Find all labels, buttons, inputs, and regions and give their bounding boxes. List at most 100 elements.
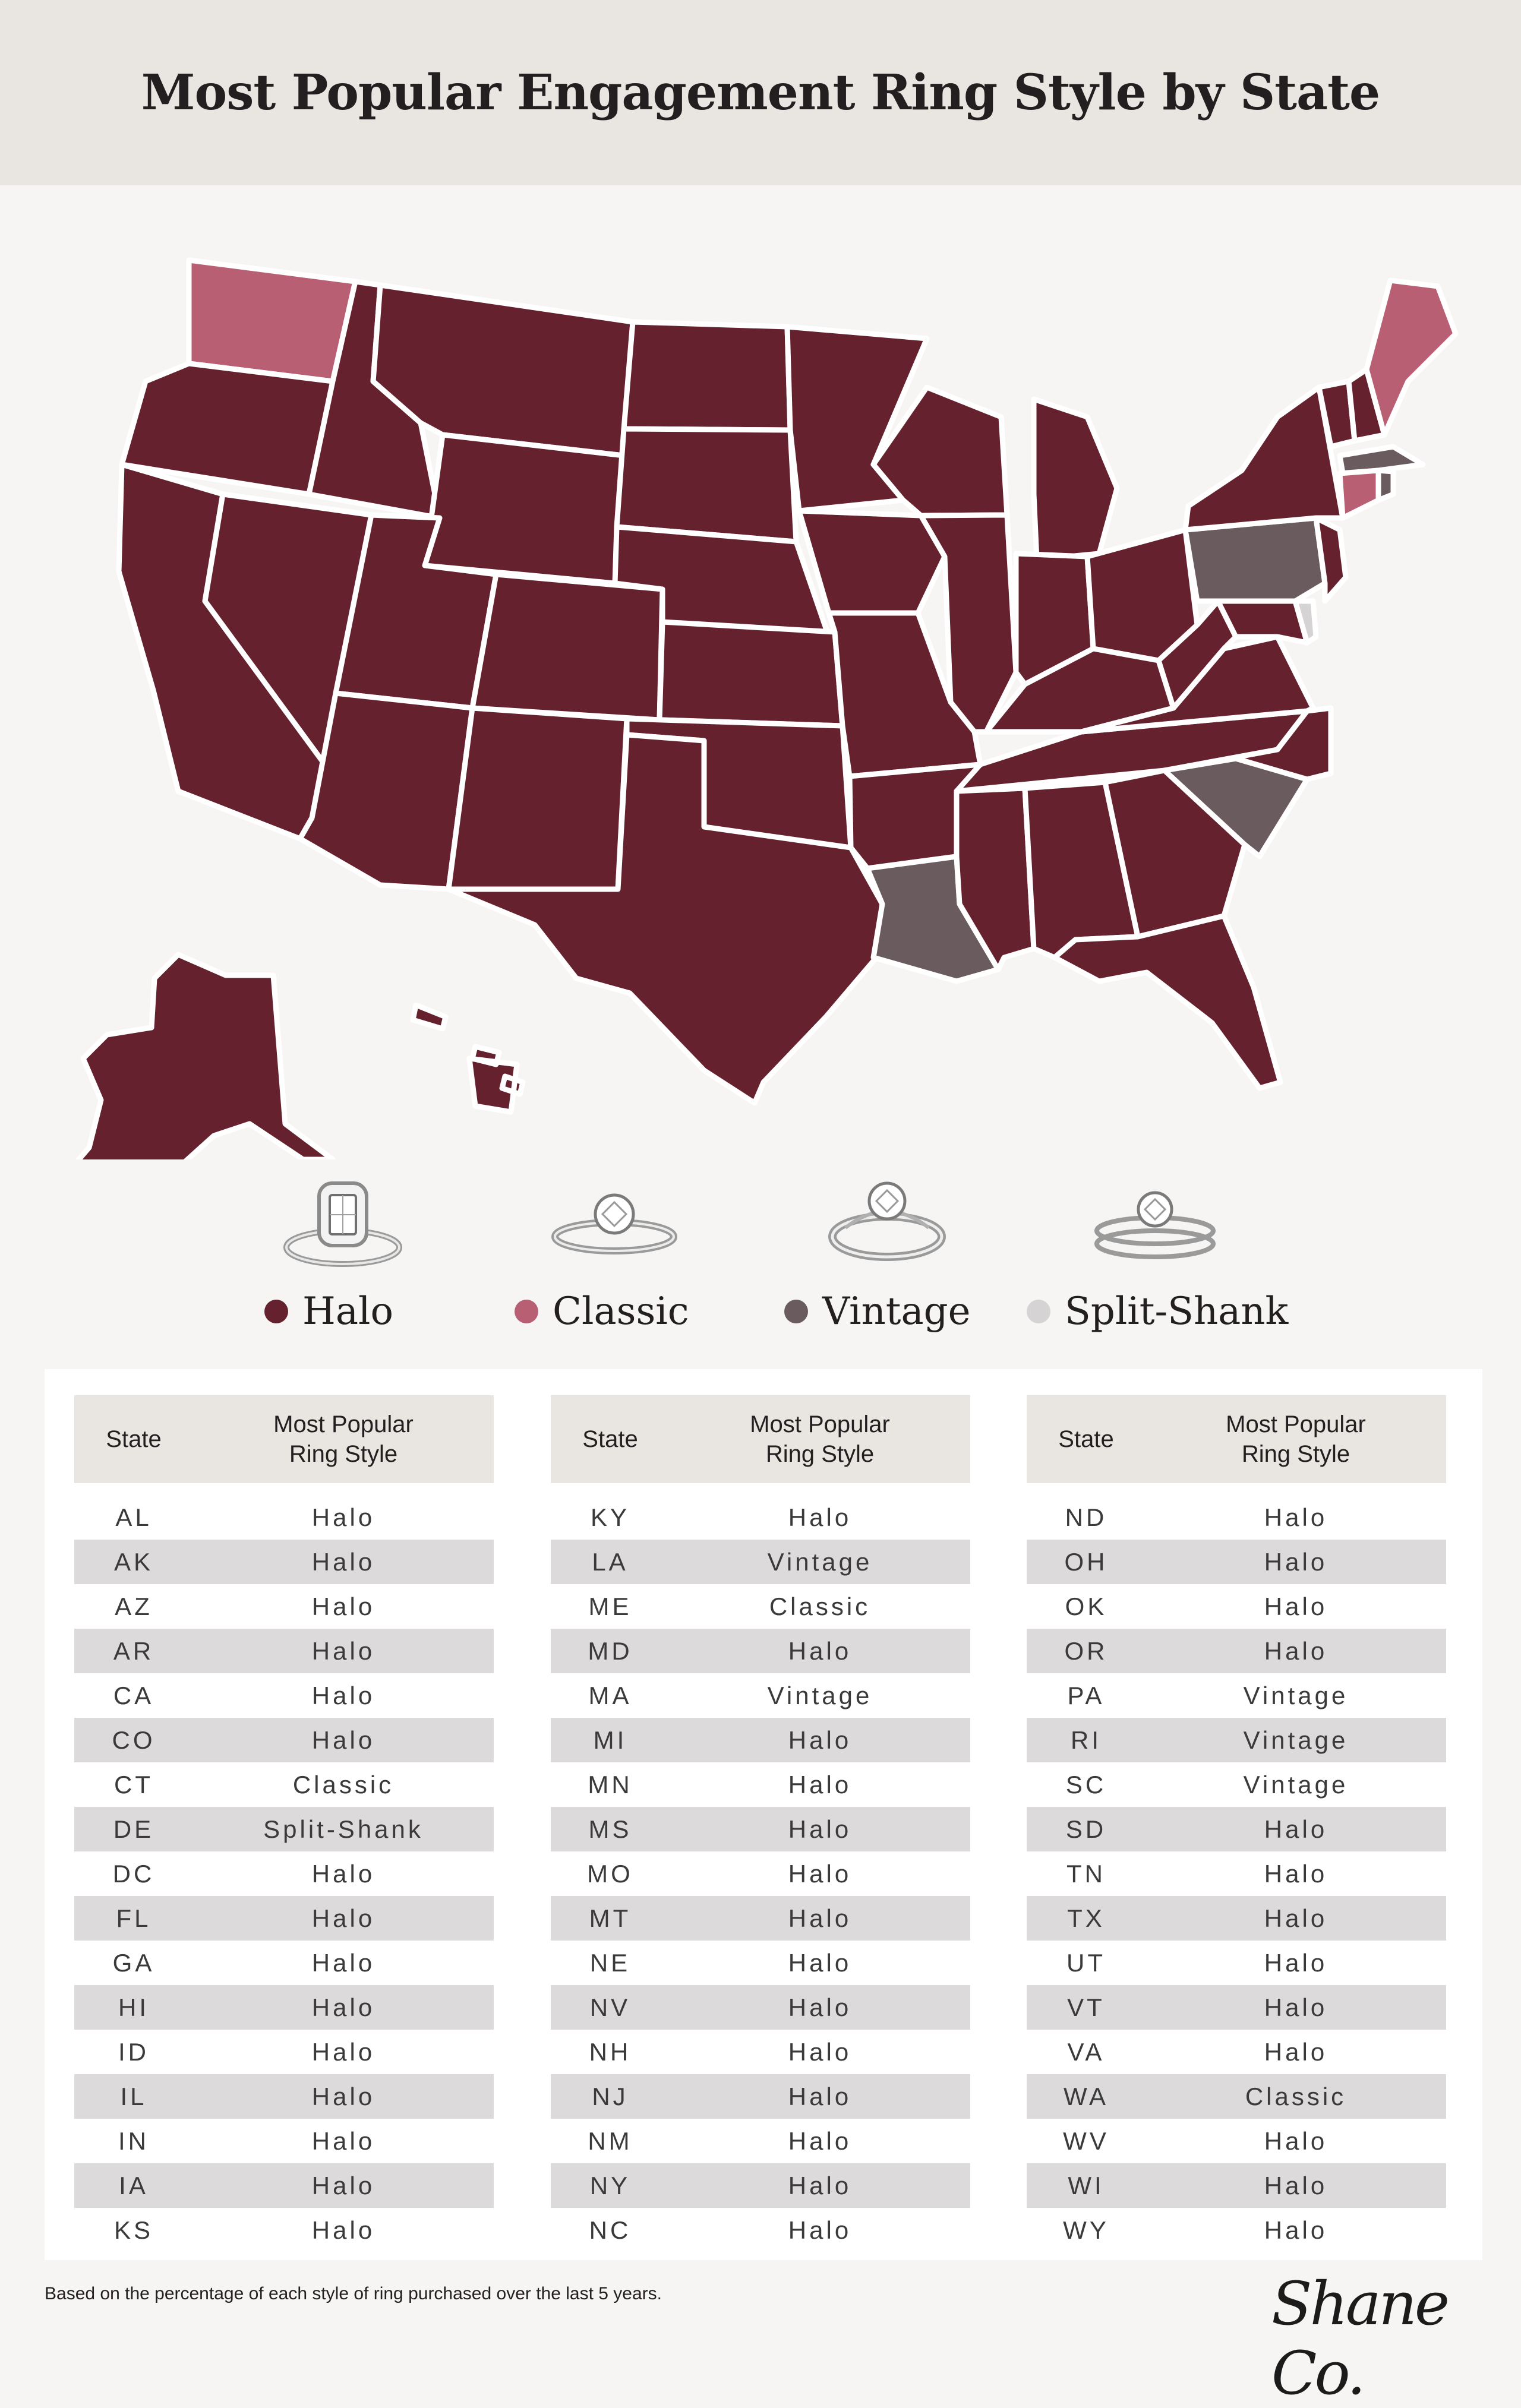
cell-style: Halo bbox=[788, 1636, 852, 1665]
table-row: PA Vintage bbox=[1027, 1673, 1446, 1718]
header-style: Most Popular Ring Style bbox=[670, 1410, 970, 1469]
table-row: OR Halo bbox=[1027, 1629, 1446, 1673]
state-tx bbox=[446, 732, 885, 1106]
cell-state: NV bbox=[589, 1993, 631, 2021]
cell-state: NH bbox=[589, 2037, 632, 2066]
cell-state: WI bbox=[1068, 2171, 1105, 2200]
cell-state: DE bbox=[113, 1815, 154, 1843]
state-table-3: State Most Popular Ring Style ND Halo OH Ha… bbox=[1027, 1395, 1446, 2252]
table-row: MT Halo bbox=[551, 1896, 970, 1941]
cell-style: Halo bbox=[1264, 2216, 1328, 2244]
cell-style: Halo bbox=[788, 1948, 852, 1977]
cell-style: Vintage bbox=[1243, 1726, 1349, 1754]
cell-style: Halo bbox=[1264, 1904, 1328, 1932]
cell-style: Halo bbox=[1264, 1636, 1328, 1665]
table-row: HI Halo bbox=[74, 1985, 494, 2030]
state-nc bbox=[1162, 705, 1334, 782]
header-state: State bbox=[1058, 1426, 1114, 1452]
cell-state: CT bbox=[114, 1770, 153, 1799]
cell-style: Vintage bbox=[767, 1681, 873, 1709]
cell-state: KS bbox=[113, 2216, 154, 2244]
cell-state: VA bbox=[1067, 2037, 1105, 2066]
table-header: State Most Popular Ring Style bbox=[1027, 1395, 1446, 1483]
cell-state: ID bbox=[118, 2037, 149, 2066]
cell-style: Halo bbox=[788, 2082, 852, 2110]
cell-state: MA bbox=[588, 1681, 632, 1709]
table-row: NV Halo bbox=[551, 1985, 970, 2030]
shane-co-logo: Shane Co. bbox=[1271, 2269, 1450, 2408]
cell-style: Halo bbox=[1264, 1815, 1328, 1843]
table-row: MO Halo bbox=[551, 1851, 970, 1896]
cell-state: LA bbox=[592, 1547, 629, 1576]
state-ny bbox=[1182, 384, 1346, 533]
cell-style: Halo bbox=[311, 1993, 375, 2021]
cell-state: NJ bbox=[592, 2082, 629, 2110]
cell-style: Halo bbox=[788, 1726, 852, 1754]
cell-state: IL bbox=[120, 2082, 147, 2110]
table-row: NE Halo bbox=[551, 1941, 970, 1985]
cell-style: Halo bbox=[788, 1770, 852, 1799]
state-sd bbox=[614, 426, 799, 545]
cell-state: AL bbox=[115, 1503, 152, 1531]
table-row: AK Halo bbox=[74, 1540, 494, 1584]
vintage-swatch bbox=[784, 1300, 808, 1323]
table-row: VT Halo bbox=[1027, 1985, 1446, 2030]
table-row: NJ Halo bbox=[551, 2074, 970, 2119]
state-table-1: State Most Popular Ring Style AL Halo AK Ha… bbox=[74, 1395, 494, 2252]
cell-style: Vintage bbox=[1243, 1681, 1349, 1709]
cell-state: MN bbox=[588, 1770, 633, 1799]
table-row: MA Vintage bbox=[551, 1673, 970, 1718]
cell-state: MI bbox=[593, 1726, 627, 1754]
state-hi bbox=[410, 1002, 526, 1115]
cell-state: VT bbox=[1067, 1993, 1105, 2021]
cell-state: SD bbox=[1065, 1815, 1107, 1843]
table-row: SD Halo bbox=[1027, 1807, 1446, 1851]
cell-state: DC bbox=[112, 1859, 155, 1888]
cell-state: CO bbox=[112, 1726, 156, 1754]
state-ga bbox=[1102, 767, 1248, 940]
table-row: ME Classic bbox=[551, 1584, 970, 1629]
table-row: OK Halo bbox=[1027, 1584, 1446, 1629]
cell-state: AR bbox=[113, 1636, 154, 1665]
table-row: SC Vintage bbox=[1027, 1762, 1446, 1807]
cell-style: Halo bbox=[788, 1993, 852, 2021]
legend: Halo Classic Vintage Split-Shank bbox=[0, 1288, 1521, 1335]
cell-style: Vintage bbox=[1243, 1770, 1349, 1799]
cell-state: NY bbox=[589, 2171, 631, 2200]
state-nm bbox=[446, 705, 630, 892]
header-style-line1: Most Popular bbox=[750, 1411, 890, 1437]
classic-ring-icon bbox=[551, 1193, 677, 1254]
cell-state: OR bbox=[1064, 1636, 1108, 1665]
table-row: TN Halo bbox=[1027, 1851, 1446, 1896]
cell-style: Halo bbox=[311, 1859, 375, 1888]
cell-state: PA bbox=[1067, 1681, 1105, 1709]
state-or bbox=[119, 361, 336, 497]
cell-style: Halo bbox=[1264, 2171, 1328, 2200]
cell-state: NC bbox=[589, 2216, 632, 2244]
table-row: FL Halo bbox=[74, 1896, 494, 1941]
cell-style: Classic bbox=[1245, 2082, 1347, 2110]
table-row: NC Halo bbox=[551, 2208, 970, 2252]
cell-style: Halo bbox=[1264, 1547, 1328, 1576]
state-fl bbox=[1052, 913, 1283, 1091]
cell-style: Halo bbox=[311, 1681, 375, 1709]
legend-label: Classic bbox=[553, 1290, 689, 1333]
cell-style: Halo bbox=[311, 2216, 375, 2244]
state-me bbox=[1364, 277, 1459, 438]
cell-style: Split-Shank bbox=[263, 1815, 424, 1843]
cell-style: Halo bbox=[1264, 1948, 1328, 1977]
cell-style: Halo bbox=[788, 2126, 852, 2155]
state-nj bbox=[1313, 515, 1349, 604]
header-style-line2: Ring Style bbox=[765, 1441, 875, 1467]
cell-state: CA bbox=[113, 1681, 154, 1709]
state-mi bbox=[1031, 396, 1120, 563]
table-row: DC Halo bbox=[74, 1851, 494, 1896]
table-row: DE Split-Shank bbox=[74, 1807, 494, 1851]
header-style-line1: Most Popular bbox=[1226, 1411, 1366, 1437]
table-row: WA Classic bbox=[1027, 2074, 1446, 2119]
cell-style: Halo bbox=[1264, 1503, 1328, 1531]
cell-style: Halo bbox=[311, 1636, 375, 1665]
cell-state: KY bbox=[590, 1503, 630, 1531]
cell-style: Halo bbox=[788, 2037, 852, 2066]
table-row: OH Halo bbox=[1027, 1540, 1446, 1584]
